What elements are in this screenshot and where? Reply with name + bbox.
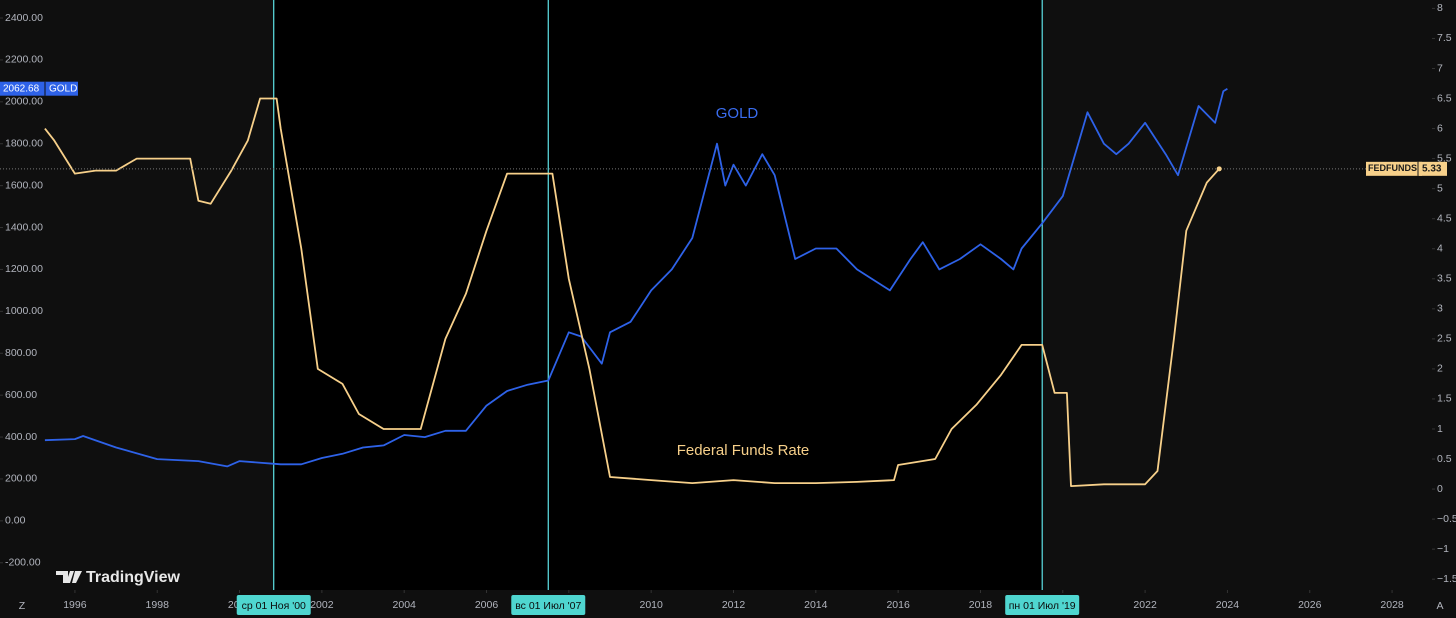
y-tick-label: 1000.00 [5,305,43,317]
fed-tag-value: 5.33 [1422,163,1442,174]
y-tick-label: 1800.00 [5,138,43,150]
event-label-bg [236,595,311,615]
y2-tick-label: 3.5 [1437,273,1452,285]
y2-tick-label: 6.5 [1437,92,1452,104]
y2-tick-label: −1.5 [1437,573,1456,585]
y2-tick-label: −1 [1437,543,1449,555]
x-tick-label: 2016 [886,599,910,611]
y-tick-label: 1600.00 [5,179,43,191]
fed-annotation: Federal Funds Rate [677,442,810,459]
event-label-bg [511,595,586,615]
x-tick-label: 2002 [310,599,334,611]
logo-text: TradingView [86,569,181,586]
y2-tick-label: 4 [1437,243,1443,255]
y-tick-label: 200.00 [5,473,37,485]
y2-tick-label: 5.5 [1437,152,1452,164]
x-tick-label: 2018 [969,599,993,611]
fed-tag-value-bg [1419,161,1447,176]
last-value-dot [1216,166,1222,172]
y-tick-label: 2400.00 [5,12,43,24]
x-tick-label: 2004 [393,599,417,611]
y2-tick-label: 5 [1437,182,1443,194]
highlight-band [273,0,1043,590]
event-label: ср 01 Ноя '00 [242,600,306,612]
logo-icon [56,571,82,583]
x-tick-label: 2028 [1380,599,1404,611]
y2-tick-label: 4.5 [1437,212,1452,224]
y-tick-label: 400.00 [5,431,37,443]
x-tick-label: 1998 [146,599,170,611]
y-tick-label: 600.00 [5,389,37,401]
event-label-bg [1005,595,1080,615]
y-tick-label: -200.00 [5,557,41,569]
x-tick-label: 1996 [63,599,87,611]
x-tick-label: 2024 [1216,599,1240,611]
y-tick-label: 1200.00 [5,263,43,275]
series-line [44,87,1228,468]
event-label: вс 01 Июл '07 [515,600,581,612]
series-line [44,97,1220,487]
y2-tick-label: 7.5 [1437,32,1452,44]
y2-tick-label: 8 [1437,2,1443,14]
x-tick-label: 2026 [1298,599,1322,611]
gold-tag-name: GOLD [49,83,77,94]
x-tick-label: 2022 [1133,599,1157,611]
y2-tick-label: 2.5 [1437,333,1452,345]
y-tick-label: 800.00 [5,347,37,359]
y2-tick-label: 1.5 [1437,393,1452,405]
y2-tick-label: 6 [1437,122,1443,134]
y2-tick-label: 0.5 [1437,453,1452,465]
y2-tick-label: 1 [1437,423,1443,435]
x-tick-label: 2012 [722,599,746,611]
y-tick-label: 1400.00 [5,221,43,233]
y2-tick-label: −0.5 [1437,513,1456,525]
y2-tick-label: 3 [1437,303,1443,315]
y-tick-label: 2000.00 [5,96,43,108]
corner-label: Z [19,600,26,612]
corner-label: A [1436,600,1443,612]
gold-tag-bg [0,81,78,96]
event-label: пн 01 Июл '19 [1009,600,1076,612]
y2-tick-label: 0 [1437,483,1443,495]
y2-tick-label: 2 [1437,363,1443,375]
logo: TradingView [56,569,181,586]
fed-tag-bg [1366,161,1422,176]
x-tick-label: 2010 [639,599,663,611]
x-tick-label: 2014 [804,599,828,611]
y2-tick-label: 7 [1437,62,1443,74]
plot [0,0,1435,593]
y-tick-label: 2200.00 [5,54,43,66]
x-tick-label: 2006 [475,599,499,611]
gold-tag-value: 2062.68 [3,83,40,94]
y-tick-label: 0.00 [5,515,26,527]
fed-tag-name: FEDFUNDS [1368,163,1417,173]
gold-annotation: GOLD [716,105,759,122]
